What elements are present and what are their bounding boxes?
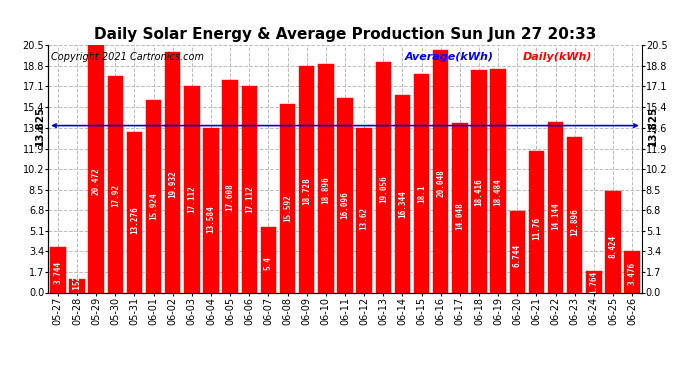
Text: 1.764: 1.764 bbox=[589, 272, 598, 294]
Text: 14.048: 14.048 bbox=[455, 202, 464, 230]
Title: Daily Solar Energy & Average Production Sun Jun 27 20:33: Daily Solar Energy & Average Production … bbox=[94, 27, 596, 42]
Bar bbox=[548, 122, 563, 292]
Text: 3.744: 3.744 bbox=[53, 261, 62, 284]
Bar bbox=[222, 80, 238, 292]
Bar bbox=[452, 123, 468, 292]
Bar bbox=[433, 51, 448, 292]
Bar bbox=[510, 211, 525, 292]
Bar bbox=[337, 98, 353, 292]
Text: 1.152: 1.152 bbox=[72, 274, 81, 298]
Text: 6.744: 6.744 bbox=[513, 244, 522, 267]
Bar bbox=[204, 129, 219, 292]
Text: 3.476: 3.476 bbox=[628, 262, 637, 285]
Bar bbox=[146, 100, 161, 292]
Bar bbox=[127, 132, 142, 292]
Bar bbox=[50, 247, 66, 292]
Text: 8.424: 8.424 bbox=[609, 235, 618, 258]
Bar bbox=[280, 104, 295, 292]
Text: 13.276: 13.276 bbox=[130, 207, 139, 234]
Text: 13.825: 13.825 bbox=[648, 105, 658, 146]
Bar bbox=[491, 69, 506, 292]
Bar bbox=[624, 251, 640, 292]
Text: 18.728: 18.728 bbox=[302, 177, 311, 205]
Text: 18.484: 18.484 bbox=[493, 178, 502, 206]
Text: Daily(kWh): Daily(kWh) bbox=[523, 53, 593, 62]
Bar bbox=[318, 64, 333, 292]
Bar bbox=[88, 45, 104, 292]
Bar bbox=[299, 66, 315, 292]
Bar bbox=[375, 62, 391, 292]
Bar bbox=[184, 86, 199, 292]
Text: 17.608: 17.608 bbox=[226, 183, 235, 211]
Text: 11.76: 11.76 bbox=[532, 217, 541, 240]
Text: 14.144: 14.144 bbox=[551, 202, 560, 229]
Text: 19.932: 19.932 bbox=[168, 170, 177, 198]
Bar bbox=[586, 271, 602, 292]
Text: 16.096: 16.096 bbox=[340, 191, 350, 219]
Bar bbox=[261, 227, 276, 292]
Text: 18.416: 18.416 bbox=[475, 178, 484, 206]
Text: 17.112: 17.112 bbox=[245, 186, 254, 213]
Bar bbox=[471, 70, 486, 292]
Text: 5.4: 5.4 bbox=[264, 256, 273, 270]
Bar bbox=[395, 95, 410, 292]
Text: 20.472: 20.472 bbox=[92, 167, 101, 195]
Bar bbox=[70, 279, 85, 292]
Bar bbox=[414, 74, 429, 292]
Bar bbox=[241, 86, 257, 292]
Text: 13.62: 13.62 bbox=[359, 207, 368, 230]
Bar bbox=[357, 128, 372, 292]
Text: 17.112: 17.112 bbox=[188, 186, 197, 213]
Text: 18.896: 18.896 bbox=[322, 176, 331, 204]
Text: 15.924: 15.924 bbox=[149, 192, 158, 220]
Text: 16.344: 16.344 bbox=[398, 190, 407, 217]
Bar bbox=[605, 191, 620, 292]
Text: Copyright 2021 Cartronics.com: Copyright 2021 Cartronics.com bbox=[51, 53, 204, 62]
Text: 20.048: 20.048 bbox=[436, 170, 445, 198]
Text: Average(kWh): Average(kWh) bbox=[404, 53, 493, 62]
Text: 13.584: 13.584 bbox=[206, 205, 215, 232]
Text: 19.056: 19.056 bbox=[379, 175, 388, 203]
Text: 12.896: 12.896 bbox=[570, 209, 579, 236]
Bar bbox=[567, 137, 582, 292]
Bar bbox=[108, 76, 123, 292]
Text: 17.92: 17.92 bbox=[111, 184, 120, 207]
Text: 13.825: 13.825 bbox=[34, 105, 44, 146]
Text: 18.1: 18.1 bbox=[417, 185, 426, 203]
Bar bbox=[529, 150, 544, 292]
Bar bbox=[165, 52, 180, 292]
Text: 15.592: 15.592 bbox=[283, 194, 292, 222]
